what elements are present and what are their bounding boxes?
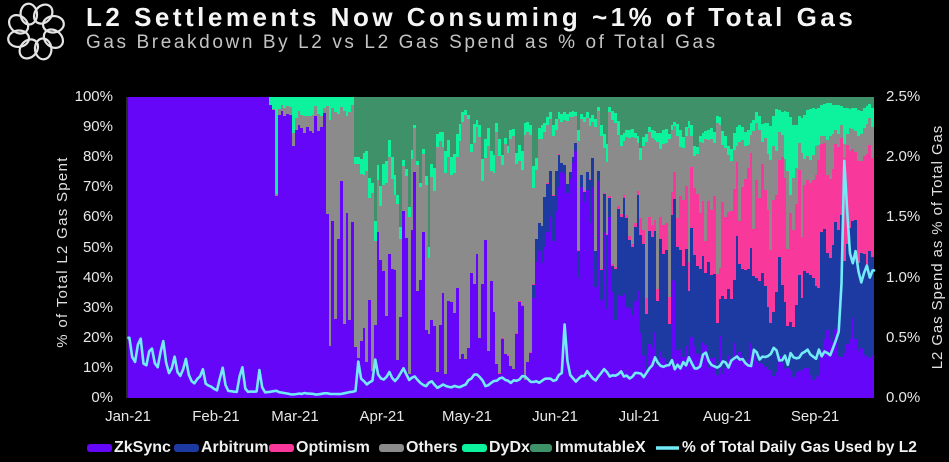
svg-text:20%: 20% — [83, 329, 113, 346]
svg-text:Mar-21: Mar-21 — [271, 408, 319, 425]
svg-text:0.5%: 0.5% — [886, 329, 920, 346]
svg-text:Others: Others — [406, 439, 458, 456]
svg-text:May-21: May-21 — [442, 408, 492, 425]
svg-text:70%: 70% — [83, 178, 113, 195]
svg-text:Arbitrum: Arbitrum — [201, 439, 269, 456]
svg-text:% of Total L2 Gas Spent: % of Total L2 Gas Spent — [54, 156, 71, 347]
svg-text:Sep-21: Sep-21 — [791, 408, 839, 425]
svg-text:Apr-21: Apr-21 — [359, 408, 404, 425]
svg-text:0%: 0% — [91, 389, 113, 406]
svg-text:1.5%: 1.5% — [886, 208, 920, 225]
svg-text:1.0%: 1.0% — [886, 269, 920, 286]
svg-text:2.0%: 2.0% — [886, 148, 920, 165]
svg-text:0.0%: 0.0% — [886, 389, 920, 406]
svg-text:10%: 10% — [83, 359, 113, 376]
svg-text:2.5%: 2.5% — [886, 88, 920, 105]
svg-text:100%: 100% — [75, 88, 113, 105]
svg-text:ImmutableX: ImmutableX — [555, 439, 646, 456]
svg-text:50%: 50% — [83, 239, 113, 256]
svg-text:% of Total Daily Gas Used by L: % of Total Daily Gas Used by L2 — [682, 439, 917, 456]
svg-text:ZkSync: ZkSync — [114, 439, 171, 456]
svg-text:30%: 30% — [83, 299, 113, 316]
svg-text:Aug-21: Aug-21 — [703, 408, 751, 425]
svg-text:L2 Gas Spend as % of Total Gas: L2 Gas Spend as % of Total Gas — [929, 125, 946, 369]
svg-text:Optimism: Optimism — [296, 439, 370, 456]
svg-text:60%: 60% — [83, 208, 113, 225]
svg-text:Feb-21: Feb-21 — [192, 408, 240, 425]
svg-text:Jun-21: Jun-21 — [532, 408, 578, 425]
svg-text:Jul-21: Jul-21 — [619, 408, 660, 425]
svg-text:80%: 80% — [83, 148, 113, 165]
svg-text:DyDx: DyDx — [489, 439, 530, 456]
svg-text:90%: 90% — [83, 118, 113, 135]
svg-text:40%: 40% — [83, 269, 113, 286]
svg-text:Jan-21: Jan-21 — [105, 408, 151, 425]
